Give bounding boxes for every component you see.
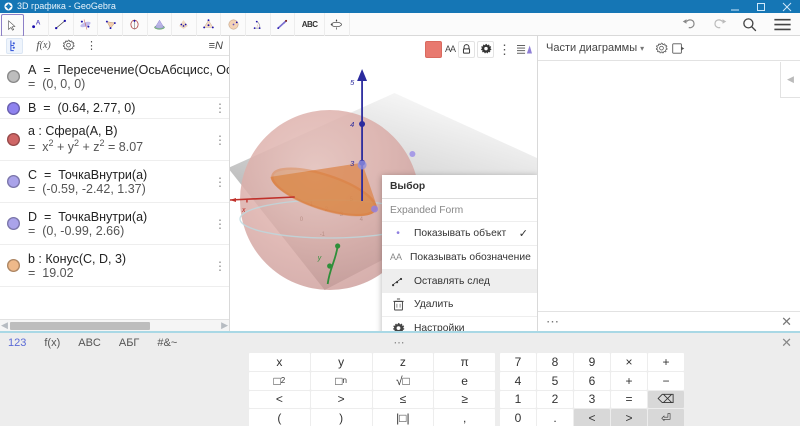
- svg-text:-1: -1: [320, 232, 326, 238]
- svg-text:A: A: [36, 20, 41, 27]
- svg-text:x: x: [241, 207, 246, 214]
- svg-text:4: 4: [350, 120, 354, 129]
- svg-text:y: y: [317, 255, 322, 262]
- svg-text:5: 5: [350, 78, 355, 87]
